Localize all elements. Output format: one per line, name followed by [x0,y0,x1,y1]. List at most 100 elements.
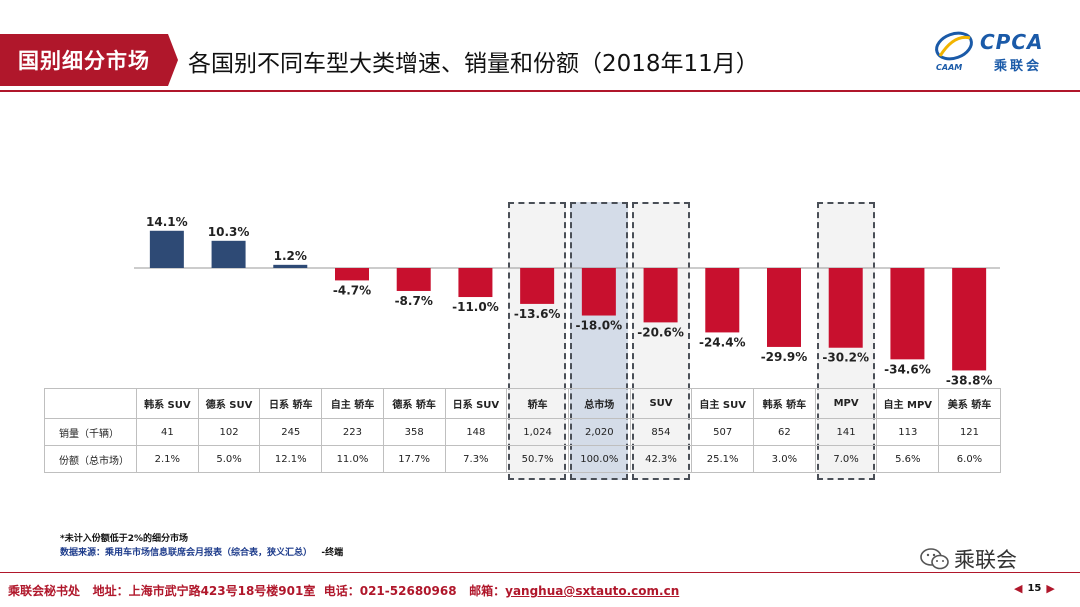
table-cell: 102 [197,418,260,446]
data-label: 14.1% [146,215,188,229]
watermark-text: 乘联会 [954,548,1017,572]
table-cell: 11.0% [321,445,384,473]
data-source: 数据来源：乘用车市场信息联席会月报表（综合表，狭义汇总） -终端 [60,545,343,558]
table-cell: 507 [691,418,754,446]
page-number: 15 [1027,583,1042,594]
bar [952,268,987,371]
table-header-cell: 自主 MPV [876,388,939,419]
data-source-text: 数据来源：乘用车市场信息联席会月报表（综合表，狭义汇总） [60,548,313,558]
data-label: -4.7% [333,283,371,297]
table-cell: 5.6% [876,445,939,473]
data-label: -34.6% [884,362,931,376]
table-row-label: 销量（千辆） [44,418,137,446]
bar [581,268,616,316]
next-page-button[interactable]: ▶ [1046,582,1055,595]
bar [335,268,369,281]
prev-page-button[interactable]: ◀ [1014,582,1023,595]
footer-email-link[interactable]: yanghua@sxtauto.com.cn [505,584,680,598]
footer-address: 地址：上海市武宁路423号18号楼901室 [92,584,316,598]
bar [396,268,431,291]
page-navigator: ◀ 15 ▶ [1014,582,1055,595]
table-cell: 62 [753,418,816,446]
section-tag-arrow [168,34,178,86]
table-cell: 42.3% [629,445,692,473]
data-label: -30.2% [822,351,869,365]
bar [890,268,925,360]
table-header-row: 韩系 SUV 德系 SUV 日系 轿车 自主 轿车 德系 轿车 日系 SUV 轿车 总市场 SU… [44,388,1001,419]
slide-title: 各国别不同车型大类增速、销量和份额（2018年11月） [188,51,759,77]
cpca-logo: CAAM CPCA 乘联会 [930,26,1070,76]
data-label: -11.0% [452,300,499,314]
bar [273,264,308,268]
table-cell: 148 [444,418,507,446]
table-header-cell: 自主 轿车 [321,388,384,419]
table-corner-cell [44,388,137,419]
svg-text:CAAM: CAAM [936,63,962,72]
table-cell: 223 [321,418,384,446]
logo-sub-text: 乘联会 [994,59,1043,74]
bar [458,268,493,298]
table-header-cell: 总市场 [567,388,631,419]
table-cell: 113 [876,418,939,446]
table-header-cell: 韩系 SUV [136,388,199,419]
bar [643,268,678,323]
bar [767,268,801,347]
table-cell: 7.3% [444,445,507,473]
table-cell: 50.7% [506,445,569,473]
data-label: -29.9% [761,350,808,364]
wechat-icon [920,548,949,570]
footer-contact: 乘联会秘书处 地址：上海市武宁路423号18号楼901室 电话：021-5268… [8,582,679,599]
data-label: 1.2% [274,249,307,263]
table-cell: 3.0% [753,445,816,473]
table-header-cell: 轿车 [506,388,569,419]
data-label: 10.3% [208,225,250,239]
bar [828,268,863,348]
table-cell: 358 [382,418,446,446]
data-source-suffix: -终端 [321,548,344,558]
table-cell: 2,020 [567,418,631,446]
growth-bar-chart: 14.1% 10.3% 1.2% -4.7% -8.7% -11.0% -13.6% -18.… [134,215,1000,387]
table-cell: 25.1% [691,445,754,473]
table-header-cell: 日系 SUV [444,388,507,419]
table-cell: 121 [938,418,1001,446]
data-label: -38.8% [946,373,993,387]
segment-data-table: 韩系 SUV 德系 SUV 日系 轿车 自主 轿车 德系 轿车 日系 SUV 轿车 总市场 SU… [44,388,1001,473]
bar [149,230,184,268]
table-cell: 17.7% [382,445,446,473]
table-cell: 2.1% [136,445,199,473]
data-label: -20.6% [637,325,684,339]
header-divider [0,90,1080,92]
table-row-label: 份额（总市场） [44,445,137,473]
table-cell: 141 [814,418,877,446]
footer-email-label: 邮箱： [469,584,506,598]
wechat-watermark: 乘联会 [920,544,1017,574]
table-header-cell: 韩系 轿车 [753,388,816,419]
data-label: -18.0% [576,319,623,333]
data-label: -13.6% [514,307,561,321]
table-cell: 854 [629,418,692,446]
cpca-emblem-icon: CAAM [935,31,973,72]
table-cell: 6.0% [938,445,1001,473]
table-row: 份额（总市场） 2.1% 5.0% 12.1% 11.0% 17.7% 7.3% 50.7% 1… [44,445,1001,473]
section-tag: 国别细分市场 [0,34,168,86]
table-cell: 12.1% [259,445,322,473]
logo-cpca-text: CPCA [980,30,1044,54]
table-header-cell: 德系 轿车 [382,388,446,419]
footer-org: 乘联会秘书处 [8,584,81,598]
table-cell: 41 [136,418,199,446]
footnote: *未计入份额低于2%的细分市场 [60,534,188,544]
data-label: -8.7% [395,294,433,308]
bar [520,268,555,304]
bar [705,268,740,333]
table-cell: 1,024 [506,418,569,446]
table-cell: 7.0% [814,445,877,473]
table-header-cell: 美系 轿车 [938,388,1001,419]
table-header-cell: MPV [814,388,877,419]
footer-phone: 电话：021-52680968 [323,584,457,598]
table-header-cell: 日系 轿车 [259,388,322,419]
table-cell: 245 [259,418,322,446]
data-label: -24.4% [699,335,746,349]
table-header-cell: SUV [629,388,692,419]
table-row: 销量（千辆） 41 102 245 223 358 148 1,024 2,020 854 507 6… [44,418,1001,446]
table-cell: 5.0% [197,445,260,473]
